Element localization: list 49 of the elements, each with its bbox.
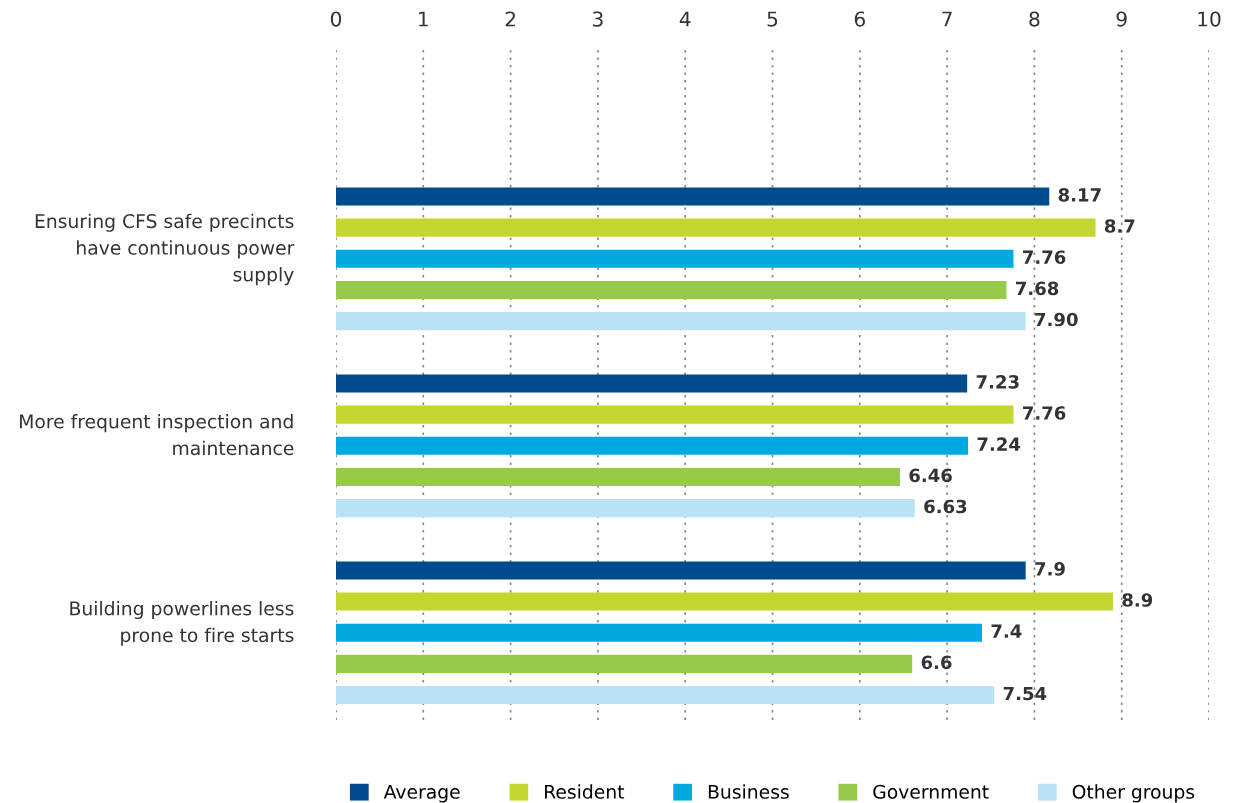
bar: [336, 405, 1014, 424]
data-label: 6.6: [921, 655, 952, 670]
legend-label: Business: [708, 784, 789, 799]
x-tick-label: 6: [854, 11, 865, 27]
x-tick-label: 4: [679, 11, 691, 27]
x-tick-label: 2: [505, 11, 515, 27]
bar: [336, 592, 1113, 611]
data-label: 6.46: [909, 468, 952, 483]
x-tick-label: 5: [767, 11, 778, 27]
bar: [336, 187, 1050, 206]
x-tick-label: 0: [330, 11, 342, 27]
data-label: 7.24: [977, 437, 1021, 451]
bar: [336, 686, 995, 705]
bar: [336, 374, 968, 393]
data-label: 8.17: [1058, 188, 1101, 202]
x-tick-label: 10: [1198, 11, 1221, 27]
bar: [336, 312, 1026, 331]
data-label: 7.76: [1022, 250, 1066, 265]
bar: [336, 654, 913, 673]
bar: [336, 249, 1014, 268]
data-label: 7.4: [991, 624, 1022, 638]
x-tick-label: 3: [593, 11, 603, 27]
legend-label: Other groups: [1072, 784, 1195, 803]
data-label: 6.63: [924, 499, 967, 514]
legend-label: Average: [383, 784, 460, 803]
data-label: 7.23: [976, 375, 1019, 389]
data-label: 7.9: [1035, 562, 1065, 576]
data-label: 8.9: [1122, 593, 1153, 607]
bar: [336, 280, 1007, 299]
bar: [336, 499, 915, 518]
x-tick-label: 7: [942, 11, 952, 27]
y-tick-label: Ensuring CFS safe precincts have continuous power supply: [35, 213, 295, 286]
data-label: 7.76: [1022, 406, 1066, 420]
y-tick-label: Building powerlines less prone to fire starts: [70, 600, 294, 646]
bar: [336, 467, 900, 486]
bar: [336, 218, 1096, 237]
x-tick-label: 1: [419, 11, 428, 27]
data-label: 7.68: [1016, 281, 1059, 296]
x-tick-label: 9: [1116, 11, 1127, 27]
legend-label: Government: [873, 784, 989, 799]
bar: [336, 561, 1026, 580]
data-label: 7.54: [1003, 686, 1047, 701]
x-tick-label: 8: [1029, 11, 1040, 27]
y-tick-label: More frequent inspection and maintenance: [20, 413, 294, 456]
data-label: 8.7: [1104, 219, 1135, 233]
legend-label: Resident: [545, 784, 625, 799]
bar: [336, 436, 969, 455]
data-label: 7.90: [1035, 312, 1078, 327]
bar: [336, 623, 983, 642]
